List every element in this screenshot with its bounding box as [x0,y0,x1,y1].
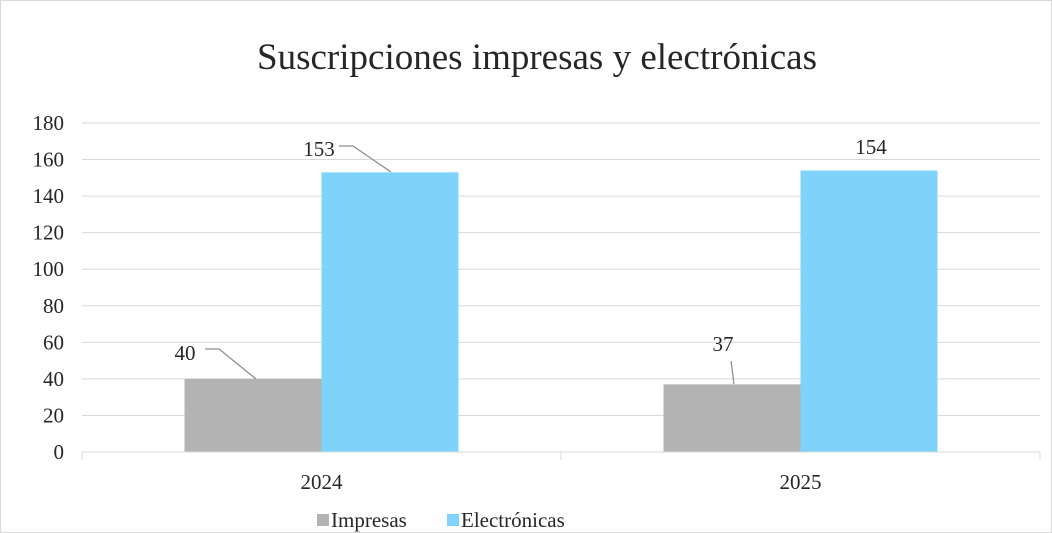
legend-label-impresas: Impresas [331,508,407,532]
chart-title: Suscripciones impresas y electrónicas [257,37,817,78]
legend-swatch-impresas [317,514,329,526]
y-tick-label: 120 [33,221,65,245]
y-axis-ticks: 0 20 40 60 80 100 120 140 160 180 [33,111,65,464]
data-label: 37 [713,332,734,356]
x-tick-label: 2025 [780,470,822,494]
data-label-leader-line [339,145,392,173]
y-tick-label: 160 [33,148,65,172]
y-tick-label: 20 [43,403,64,427]
legend-swatch-electrónicas [447,514,459,526]
x-axis: 2024 2025 [81,451,1041,494]
legend-label-electrónicas: Electrónicas [461,508,565,532]
legend: Impresas Electrónicas [317,508,565,532]
y-tick-label: 140 [33,184,65,208]
y-tick-label: 80 [43,294,64,318]
y-tick-label: 180 [33,111,65,135]
y-tick-label: 60 [43,330,64,354]
y-tick-label: 40 [43,367,64,391]
bars [184,170,938,452]
bar-impresas-2025 [663,384,801,452]
y-tick-label: 0 [54,440,65,464]
y-tick-label: 100 [33,257,65,281]
x-tick-label: 2024 [301,470,344,494]
data-label: 154 [855,135,887,159]
data-label: 40 [175,341,196,365]
bar-electrónicas-2025 [800,170,938,452]
data-label-leader-line [205,348,257,380]
data-label-leader-line [730,360,735,385]
data-labels: 40 153 37 154 [175,135,887,385]
data-label: 153 [303,137,335,161]
bar-impresas-2024 [184,378,322,452]
bar-electrónicas-2024 [321,172,459,452]
